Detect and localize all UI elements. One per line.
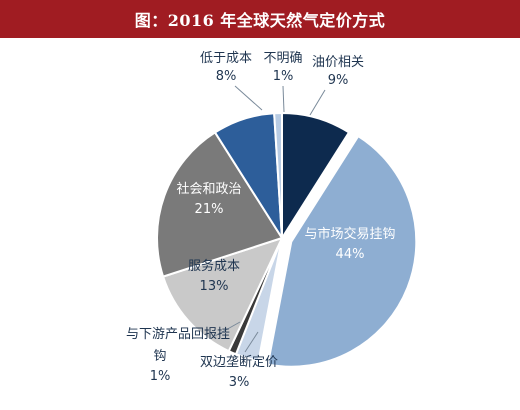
slice-value-oil-indexed: 9% bbox=[328, 73, 349, 88]
slice-label-below-cost: 低于成本 bbox=[200, 51, 252, 66]
slice-label-bilateral: 双边垄断定价 bbox=[200, 355, 278, 370]
slice-label-social-political: 社会和政治 bbox=[176, 181, 241, 197]
slice-label-cost-of-service: 服务成本 bbox=[188, 258, 240, 274]
leader-line-oil-indexed bbox=[309, 89, 326, 116]
slice-value-market: 44% bbox=[336, 247, 365, 262]
slice-label-downstream-line2: 钩 bbox=[153, 349, 166, 364]
slice-label-unclear: 不明确 bbox=[263, 51, 302, 66]
chart-title: 图：2016 年全球天然气定价方式 bbox=[134, 11, 386, 30]
slice-value-bilateral: 3% bbox=[229, 375, 250, 390]
leader-line-downstream bbox=[214, 321, 241, 337]
slice-value-cost-of-service: 13% bbox=[200, 279, 229, 294]
pie-slice-market bbox=[266, 134, 418, 368]
leader-line-bilateral bbox=[244, 331, 259, 353]
pie-slice-social-political bbox=[156, 131, 284, 278]
pie-slice-unclear bbox=[273, 111, 283, 239]
pie-slice-cost-of-service bbox=[161, 236, 284, 353]
slice-label-downstream-line1: 与下游产品回报挂 bbox=[126, 327, 230, 342]
leader-lines bbox=[214, 85, 326, 353]
slice-value-unclear: 1% bbox=[273, 69, 294, 84]
slice-value-below-cost: 8% bbox=[216, 69, 237, 84]
leader-line-below-cost bbox=[234, 85, 263, 111]
title-bar: 图：2016 年全球天然气定价方式 bbox=[0, 0, 520, 38]
slice-label-oil-indexed: 油价相关 bbox=[312, 55, 364, 70]
leader-line-unclear bbox=[282, 85, 285, 113]
slice-label-market: 与市场交易挂钩 bbox=[304, 226, 395, 242]
pie-slices bbox=[156, 111, 418, 368]
slice-value-social-political: 21% bbox=[195, 202, 224, 217]
slice-value-downstream: 1% bbox=[150, 369, 171, 384]
